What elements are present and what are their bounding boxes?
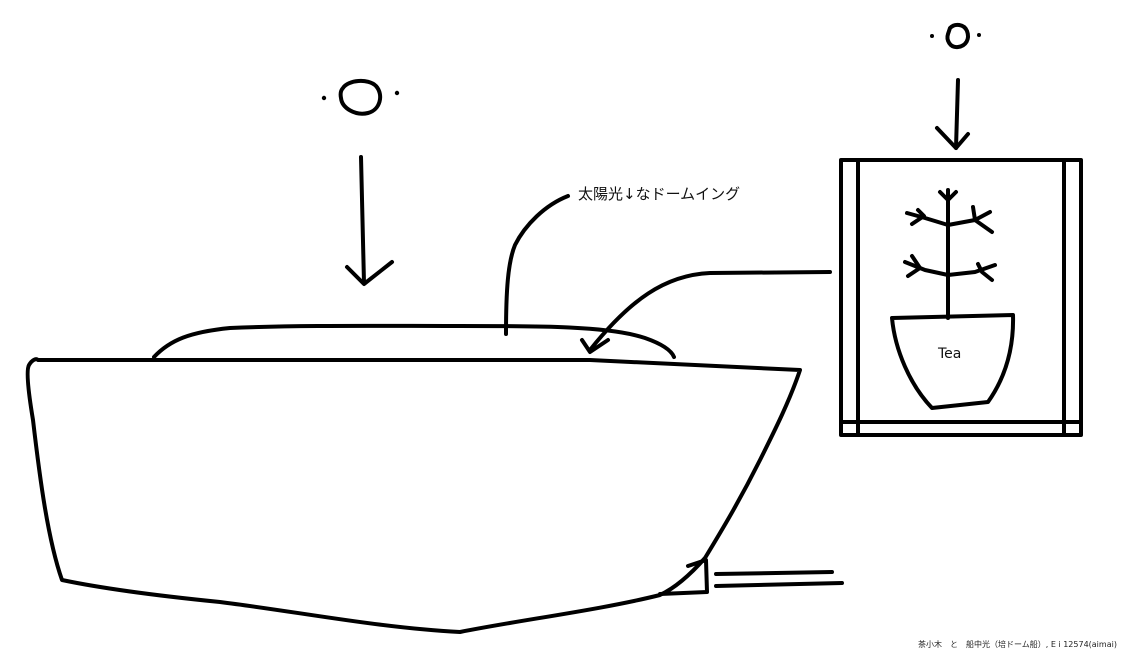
sunlight-arrow-right [935, 78, 970, 150]
tea-pot [890, 313, 1016, 410]
dome [152, 323, 676, 359]
sun-icon [321, 79, 400, 116]
indicator-arrow [580, 270, 832, 354]
annotation-leader [504, 194, 570, 336]
sun-icon [930, 22, 981, 50]
tree-icon [903, 188, 997, 320]
sunlight-arrow-left [345, 155, 394, 286]
pot-label: Tea [938, 346, 962, 362]
figure-caption: 茶小木 と 船中光（培ドーム船）, E i 12574(aimai) [918, 640, 1117, 649]
tea-tree-panel [839, 158, 1083, 437]
boat-hull [25, 357, 844, 634]
dome-annotation-label: 太陽光↓なドームイング [578, 185, 741, 203]
